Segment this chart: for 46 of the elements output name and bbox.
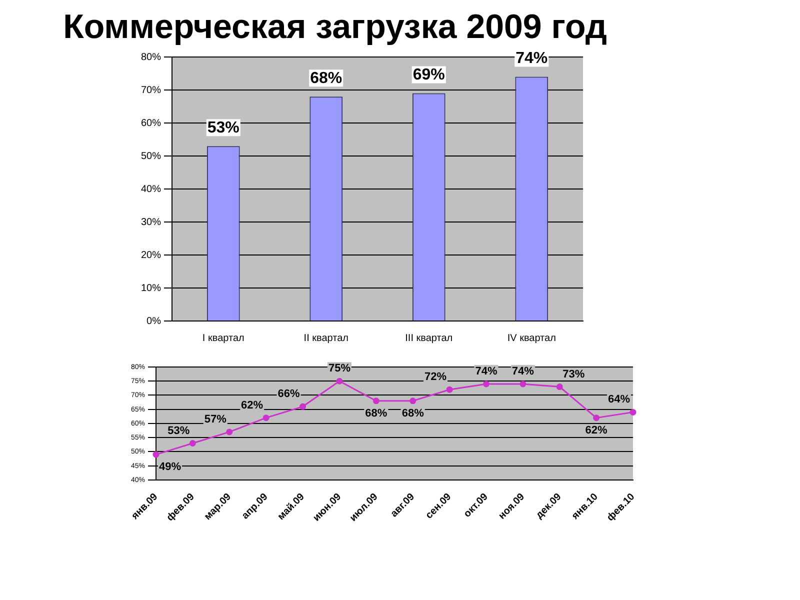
y-tick-label: 0% <box>146 316 162 327</box>
data-label: 62% <box>241 399 264 412</box>
point <box>372 398 380 404</box>
data-label: 74% <box>516 50 548 68</box>
chart-title: Коммерческая загрузка 2009 год <box>62 8 608 47</box>
point <box>556 384 563 390</box>
point <box>189 440 196 447</box>
y-tick-label: 40% <box>141 184 162 195</box>
point <box>226 428 233 436</box>
point <box>152 451 160 458</box>
point <box>410 398 416 404</box>
data-label: 53% <box>168 424 190 437</box>
data-label: 75% <box>328 362 351 375</box>
data-label: 73% <box>562 368 585 380</box>
data-label: 62% <box>585 424 608 436</box>
x-tick-label: IV квартал <box>507 332 556 344</box>
point <box>630 408 636 416</box>
point <box>482 380 490 388</box>
point <box>593 414 600 422</box>
data-label: 72% <box>424 371 447 384</box>
y-tick-label: 20% <box>141 250 162 261</box>
data-label: 74% <box>512 365 534 378</box>
x-tick-label: III квартал <box>405 332 453 344</box>
point <box>262 414 270 422</box>
data-label: 68% <box>402 407 424 420</box>
point <box>446 386 453 393</box>
data-label: 74% <box>475 365 498 378</box>
data-label: 53% <box>207 120 240 137</box>
data-label: 66% <box>278 388 300 400</box>
data-label: 57% <box>204 413 227 426</box>
y-tick-label: 50% <box>141 150 162 162</box>
data-label: 69% <box>412 66 445 84</box>
data-label: 49% <box>159 461 182 474</box>
data-label: 68% <box>365 407 388 420</box>
point <box>300 403 306 410</box>
y-tick-label: 70% <box>141 84 162 96</box>
y-tick-label: 60% <box>141 118 162 129</box>
x-tick-label: I квартал <box>202 332 244 344</box>
data-label: 64% <box>608 394 630 406</box>
x-tick-label: II квартал <box>304 332 349 344</box>
point <box>520 380 526 388</box>
y-tick-label: 10% <box>141 282 162 294</box>
y-tick-label: 30% <box>141 216 162 228</box>
y-tick-label: 80% <box>141 52 162 63</box>
point <box>336 378 343 384</box>
data-label: 68% <box>310 70 342 88</box>
